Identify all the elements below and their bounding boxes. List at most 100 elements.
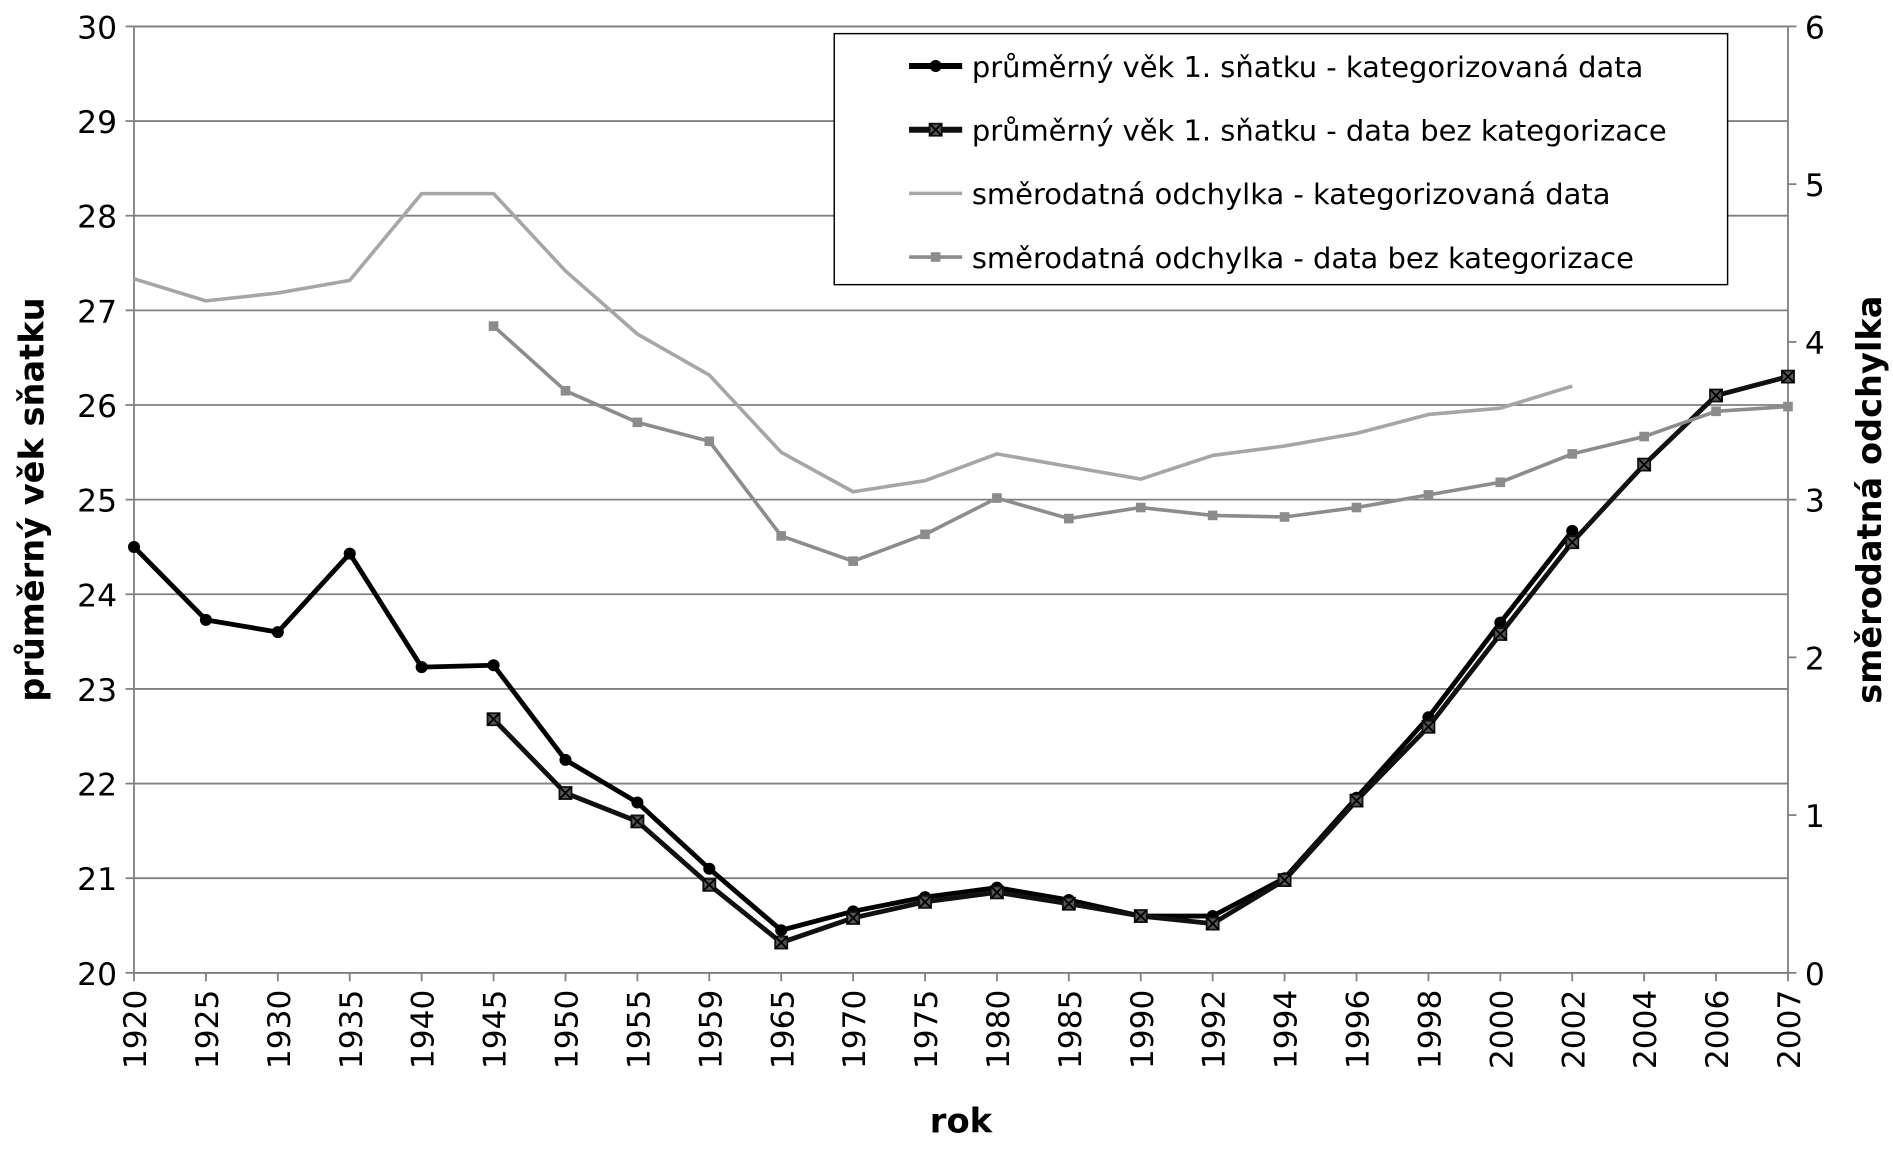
x-tick-label: 1945 bbox=[478, 990, 514, 1069]
x-tick-label: 1920 bbox=[118, 990, 154, 1069]
point bbox=[631, 796, 644, 809]
point-cross bbox=[1062, 897, 1076, 911]
x-tick-label: 1955 bbox=[621, 990, 657, 1069]
point bbox=[1711, 406, 1721, 417]
point-cross bbox=[486, 712, 501, 726]
point bbox=[1781, 369, 1795, 384]
x-tick-label: 1975 bbox=[909, 990, 945, 1069]
x-tick-label: 1965 bbox=[765, 990, 801, 1069]
point bbox=[930, 252, 941, 262]
point bbox=[488, 321, 499, 331]
y2-tick-label: 3 bbox=[1805, 484, 1825, 520]
x-tick-label: 2002 bbox=[1556, 990, 1592, 1069]
point-cross bbox=[1637, 457, 1651, 472]
series-line bbox=[133, 191, 1573, 494]
point bbox=[1135, 502, 1146, 513]
x-tick-label: 1996 bbox=[1340, 990, 1376, 1069]
legend-label: průměrný věk 1. sňatku - kategorizovaná … bbox=[972, 50, 1644, 84]
point bbox=[632, 417, 643, 428]
point bbox=[1565, 535, 1580, 550]
point bbox=[1495, 477, 1506, 488]
point bbox=[271, 626, 284, 639]
point-cross bbox=[1493, 627, 1507, 641]
legend-label: směrodatná odchylka - data bez kategoriz… bbox=[972, 241, 1634, 275]
x-tick-label: 1985 bbox=[1053, 990, 1089, 1069]
point bbox=[1493, 627, 1508, 641]
legend-label: směrodatná odchylka - kategorizovaná dat… bbox=[972, 177, 1611, 211]
point-cross bbox=[1134, 909, 1148, 923]
x-tick-label: 1990 bbox=[1125, 990, 1161, 1069]
point bbox=[415, 661, 428, 674]
x-tick-label: 1930 bbox=[262, 990, 298, 1069]
point bbox=[1277, 873, 1292, 888]
point bbox=[630, 814, 645, 829]
point bbox=[559, 753, 572, 766]
point bbox=[1349, 793, 1364, 808]
y-tick-label: 22 bbox=[77, 768, 117, 804]
x-tick-label: 1992 bbox=[1197, 990, 1233, 1069]
point bbox=[704, 436, 715, 447]
point-cross bbox=[1709, 388, 1723, 403]
x-tick-label: 1998 bbox=[1412, 990, 1448, 1069]
y2-axis-label: směrodatná odchylka bbox=[1850, 296, 1889, 704]
point bbox=[1064, 513, 1074, 524]
y2-tick-label: 5 bbox=[1805, 168, 1825, 204]
point-cross bbox=[918, 895, 932, 909]
point bbox=[1567, 449, 1578, 459]
point bbox=[199, 613, 212, 626]
y2-tick-label: 2 bbox=[1805, 641, 1825, 677]
point-cross bbox=[702, 878, 716, 892]
y-tick-label: 24 bbox=[77, 578, 117, 614]
point bbox=[1639, 431, 1649, 442]
point-cross bbox=[774, 935, 788, 950]
point bbox=[1421, 719, 1436, 734]
point bbox=[343, 547, 356, 560]
point-cross bbox=[1565, 535, 1579, 549]
series-line bbox=[491, 374, 1789, 945]
point bbox=[774, 935, 789, 950]
point bbox=[1494, 616, 1507, 629]
x-tick-label: 1925 bbox=[190, 990, 226, 1069]
x-tick-label: 1959 bbox=[693, 990, 729, 1069]
x-tick-label: 2006 bbox=[1700, 990, 1736, 1069]
y-tick-label: 29 bbox=[77, 105, 117, 141]
y-axis-label: průměrný věk sňatku bbox=[12, 297, 51, 701]
legend: průměrný věk 1. sňatku - kategorizovaná … bbox=[833, 32, 1729, 286]
point bbox=[1133, 909, 1148, 923]
point-cross bbox=[1206, 916, 1220, 931]
series-line bbox=[132, 529, 1575, 933]
y-tick-label: 26 bbox=[77, 389, 117, 425]
x-tick-label: 1994 bbox=[1269, 990, 1305, 1069]
point bbox=[1351, 502, 1362, 513]
y2-tick-label: 1 bbox=[1805, 799, 1825, 835]
point bbox=[929, 60, 942, 73]
x-tick-label: 1940 bbox=[406, 990, 442, 1069]
point bbox=[918, 894, 932, 909]
legend-box bbox=[833, 32, 1729, 286]
y2-tick-label: 6 bbox=[1805, 11, 1825, 47]
x-tick-label: 2000 bbox=[1484, 990, 1520, 1069]
point bbox=[928, 122, 943, 137]
point bbox=[1205, 916, 1220, 931]
point-cross bbox=[558, 786, 573, 800]
point bbox=[486, 712, 501, 727]
point bbox=[1566, 524, 1579, 537]
point bbox=[703, 862, 716, 875]
x-axis-label: rok bbox=[930, 1102, 994, 1141]
point bbox=[990, 885, 1004, 900]
point-cross bbox=[1277, 873, 1292, 887]
point bbox=[1207, 510, 1218, 521]
point bbox=[776, 531, 787, 541]
point bbox=[702, 877, 717, 892]
x-tick-label: 1980 bbox=[981, 990, 1017, 1069]
x-tick-label: 1970 bbox=[837, 990, 873, 1069]
y2-tick-label: 4 bbox=[1805, 326, 1825, 362]
x-tick-label: 1950 bbox=[549, 990, 585, 1069]
point bbox=[1423, 490, 1434, 500]
point bbox=[1061, 896, 1076, 911]
y-tick-label: 25 bbox=[77, 484, 117, 520]
x-tick-label: 2007 bbox=[1772, 990, 1808, 1069]
point bbox=[1709, 388, 1723, 403]
y-tick-label: 30 bbox=[77, 11, 117, 47]
